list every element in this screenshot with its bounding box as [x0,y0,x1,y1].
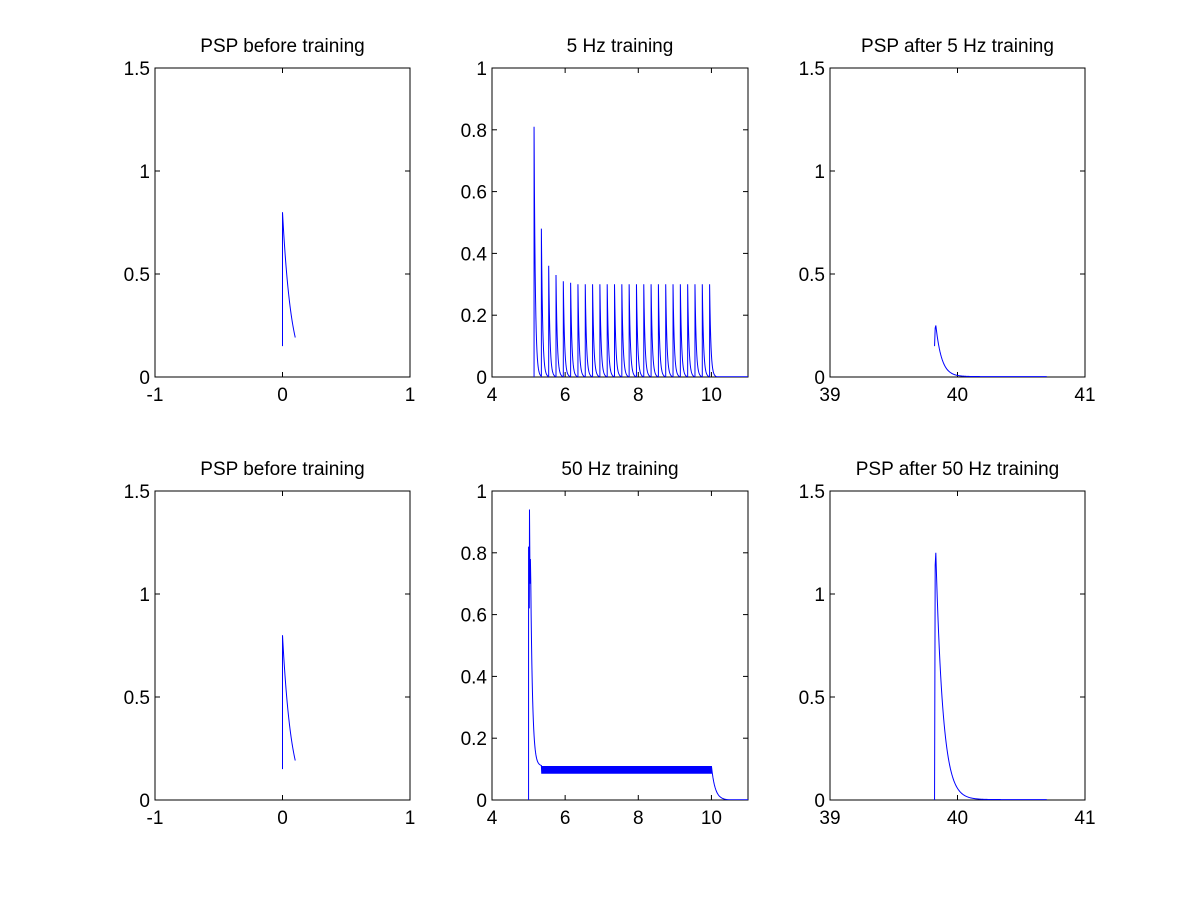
y-tick-label: 0 [139,791,150,812]
y-tick-label: 0.5 [124,265,150,286]
x-tick-label: 4 [487,385,498,406]
axes-box [491,490,749,801]
series-line [533,126,748,377]
x-tick-label: 0 [277,385,288,406]
y-tick-label: 0 [814,368,825,389]
series-line [934,325,1047,377]
y-tick-label: 0.2 [461,306,487,327]
chart-title: PSP before training [200,36,364,57]
y-tick-label: 1 [814,162,825,183]
y-tick-label: 0.8 [461,544,487,565]
y-tick-label: 1.5 [124,482,150,503]
y-tick-label: 0.2 [461,729,487,750]
series-line [282,212,296,347]
y-tick-label: 0 [476,791,487,812]
series-line [282,635,296,770]
chart-panel-1: PSP before training-1 0 100.511.5 [124,36,416,406]
axes-box [491,67,749,378]
x-tick-label: 8 [633,808,644,829]
y-tick-label: 0.5 [124,688,150,709]
chart-title: PSP before training [200,459,364,480]
x-tick-label: 40 [947,385,968,406]
y-tick-label: 0.5 [799,265,825,286]
x-tick-label: 0 [277,808,288,829]
y-tick-label: 0 [814,791,825,812]
y-tick-label: 1.5 [799,59,825,80]
x-tick-label: 41 [1074,385,1095,406]
y-tick-label: 1.5 [799,482,825,503]
y-tick-label: 0.6 [461,606,487,627]
x-tick-label: -1 [147,808,164,829]
chart-panel-6: PSP after 50 Hz training 39 40 41 0 0.5 1 1.5 [799,459,1096,829]
chart-panel-3: PSP after 5 Hz training 39 40 41 0 0.5 1 1.5 [799,36,1096,406]
y-tick-label: 0.4 [461,244,488,265]
y-tick-label: 1.5 [124,59,150,80]
y-tick-label: 1 [476,59,487,80]
y-tick-label: 1 [139,585,150,606]
x-tick-label: 39 [819,808,840,829]
y-tick-label: 0 [476,368,487,389]
x-tick-label: 41 [1074,808,1095,829]
y-tick-label: 0.8 [461,121,487,142]
x-tick-label: 39 [819,385,840,406]
y-tick-label: 1 [476,482,487,503]
chart-panel-5: 50 Hz training 4 6 8 10 0 0.2 0.4 0.6 0.8 1 [461,459,749,829]
x-tick-label: 6 [560,385,571,406]
chart-title: PSP after 5 Hz training [861,36,1054,57]
series-line [528,509,748,800]
x-tick-label: 10 [701,808,722,829]
chart-panel-2: 5 Hz training 4 6 8 10 0 0.2 0.4 0.6 0.8 1 [461,36,749,406]
y-tick-label: 0.6 [461,183,487,204]
x-tick-label: 10 [701,385,722,406]
x-tick-label: 40 [947,808,968,829]
y-tick-label: 0 [139,368,150,389]
x-tick-label: 1 [405,385,416,406]
chart-title: PSP after 50 Hz training [856,459,1059,480]
chart-title: 50 Hz training [561,459,678,480]
y-tick-label: 0.4 [461,667,488,688]
x-tick-label: -1 [147,385,164,406]
y-tick-label: 1 [139,162,150,183]
chart-panel-4: PSP before training-1 0 100.511.5 [124,459,416,829]
x-tick-label: 6 [560,808,571,829]
x-tick-label: 4 [487,808,498,829]
y-tick-label: 0.5 [799,688,825,709]
chart-title: 5 Hz training [567,36,674,57]
x-tick-label: 8 [633,385,644,406]
y-tick-label: 1 [814,585,825,606]
x-tick-label: 1 [405,808,416,829]
series-line [934,552,1047,800]
